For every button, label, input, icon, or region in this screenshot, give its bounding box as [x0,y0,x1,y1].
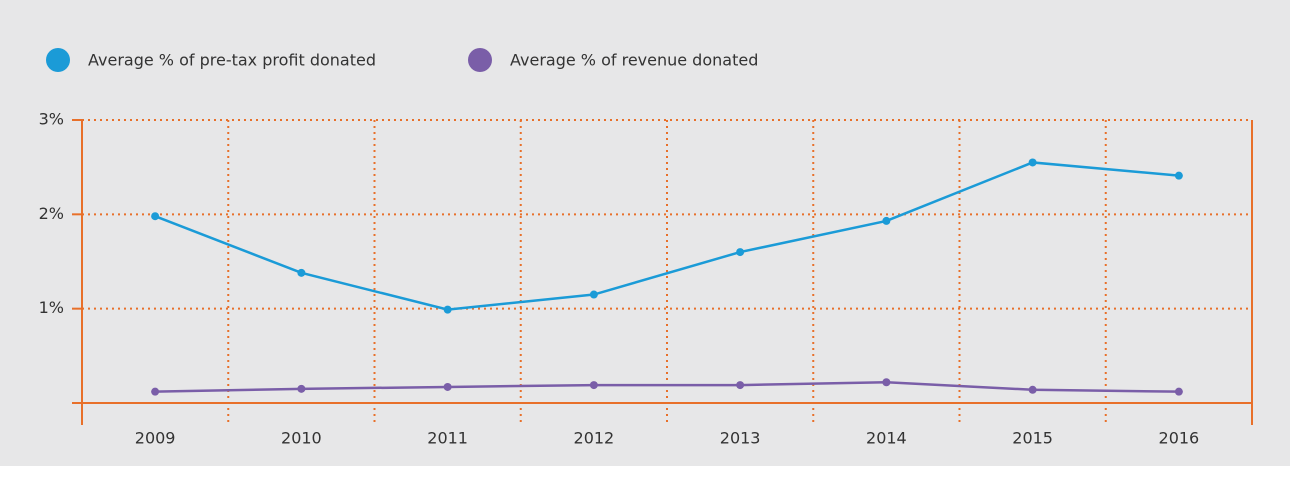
x-tick-label: 2015 [1012,429,1053,448]
data-point [1174,387,1183,396]
chart-background [0,0,1290,466]
data-point [297,268,306,277]
data-point [589,290,598,299]
x-tick-label: 2012 [574,429,615,448]
data-point [1028,385,1037,394]
x-tick-label: 2013 [720,429,761,448]
x-tick-label: 2009 [135,429,176,448]
data-point [443,382,452,391]
legend-swatch [46,48,70,72]
x-tick-label: 2014 [866,429,907,448]
y-tick-label: 3% [39,110,64,129]
x-tick-label: 2016 [1159,429,1200,448]
data-point [882,216,891,225]
data-point [297,384,306,393]
legend-swatch [468,48,492,72]
data-point [443,305,452,314]
data-point [151,212,160,221]
data-point [882,378,891,387]
series-line [155,380,1179,393]
y-tick-label: 2% [39,204,64,223]
data-point [589,381,598,390]
legend-label: Average % of revenue donated [510,51,758,70]
data-point [736,248,745,257]
x-tick-label: 2011 [427,429,468,448]
y-tick-label: 1% [39,298,64,317]
x-tick-label: 2010 [281,429,322,448]
legend-label: Average % of pre-tax profit donated [88,51,376,70]
data-point [736,381,745,390]
data-point [1174,171,1183,180]
data-point [1028,158,1037,167]
data-point [151,387,160,396]
series-line [154,161,1179,311]
